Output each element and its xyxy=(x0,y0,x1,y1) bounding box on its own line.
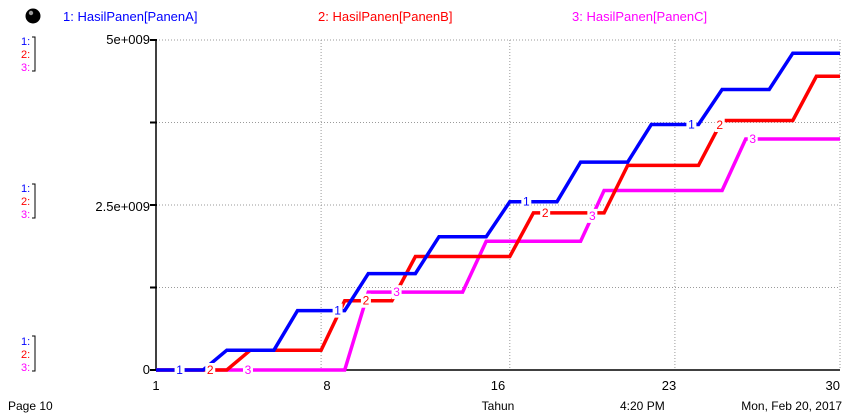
series-marker-bg xyxy=(360,293,371,308)
axis-group-label-3: 3: xyxy=(21,362,30,374)
page-label: Page 10 xyxy=(8,399,53,413)
series-lines xyxy=(156,51,840,372)
series-marker-1: 1 xyxy=(334,304,341,318)
app-knob-icon[interactable] xyxy=(25,8,41,24)
series-marker-bg xyxy=(205,363,216,377)
x-tick-label-1: 1 xyxy=(152,378,159,393)
series-marker-bg xyxy=(540,205,551,220)
series-marker-2: 2 xyxy=(542,206,549,220)
series-marker-1: 1 xyxy=(176,363,183,377)
series-marker-3: 3 xyxy=(245,363,252,377)
series-marker-2: 2 xyxy=(363,294,370,308)
y-tick-label-1: 2.5e+009 xyxy=(95,199,150,214)
series-marker-bg xyxy=(521,194,532,209)
axis-group-label-2: 2: xyxy=(21,349,30,361)
axis-group-top: 1: 2: 3: xyxy=(21,36,36,74)
axis-group-label-3: 3: xyxy=(21,209,30,221)
axis-group-label-1: 1: xyxy=(21,183,30,195)
series-marker-bg xyxy=(686,117,697,132)
series-marker-1: 1 xyxy=(523,195,530,209)
legend: 1: HasilPanen[PanenA] 2: HasilPanen[Pane… xyxy=(63,9,707,24)
axis-group-label-2: 2: xyxy=(21,49,30,61)
series-marker-bg xyxy=(587,208,598,223)
axis-group-label-1: 1: xyxy=(21,336,30,348)
series-marker-3: 3 xyxy=(749,132,756,146)
series-marker-bg xyxy=(747,132,758,146)
tick-labels: 0 2.5e+009 5e+009 1 8 16 23 30 xyxy=(95,32,840,393)
gridlines xyxy=(156,39,841,370)
x-tick-label-30: 30 xyxy=(826,378,840,393)
legend-series-2: 2: HasilPanen[PanenB] xyxy=(318,9,452,24)
series-marker-3: 3 xyxy=(393,285,400,299)
axis-group-label-2: 2: xyxy=(21,196,30,208)
footer-time: 4:20 PM xyxy=(620,399,665,413)
axis-group-label-3: 3: xyxy=(21,62,30,74)
series-marker-bg xyxy=(242,363,253,377)
series-line-3 xyxy=(156,137,840,372)
series-marker-bg xyxy=(332,303,343,318)
x-tick-label-8: 8 xyxy=(323,378,330,393)
footer-date: Mon, Feb 20, 2017 xyxy=(741,399,842,413)
series-marker-1: 1 xyxy=(688,117,695,131)
footer: Page 10 Tahun 4:20 PM Mon, Feb 20, 2017 xyxy=(8,399,842,413)
series-line-1 xyxy=(156,51,840,372)
axis-group-middle: 1: 2: 3: xyxy=(21,183,36,221)
x-tick-label-23: 23 xyxy=(662,378,676,393)
series-marker-bg xyxy=(714,118,725,133)
series-marker-bg xyxy=(391,285,402,300)
y-tick-label-0: 0 xyxy=(143,362,150,377)
legend-series-3: 3: HasilPanen[PanenC] xyxy=(572,9,707,24)
x-tick-label-16: 16 xyxy=(491,378,505,393)
series-marker-2: 2 xyxy=(716,118,723,132)
series-marker-3: 3 xyxy=(589,209,596,223)
legend-series-1: 1: HasilPanen[PanenA] xyxy=(63,9,197,24)
axis-group-label-1: 1: xyxy=(21,36,30,48)
x-axis-label: Tahun xyxy=(482,399,515,413)
y-tick-label-2: 5e+009 xyxy=(106,32,150,47)
series-marker-bg xyxy=(174,363,185,377)
series-line-2 xyxy=(156,74,840,372)
axis-group-bottom: 1: 2: 3: xyxy=(21,335,36,374)
series-marker-2: 2 xyxy=(207,363,214,377)
